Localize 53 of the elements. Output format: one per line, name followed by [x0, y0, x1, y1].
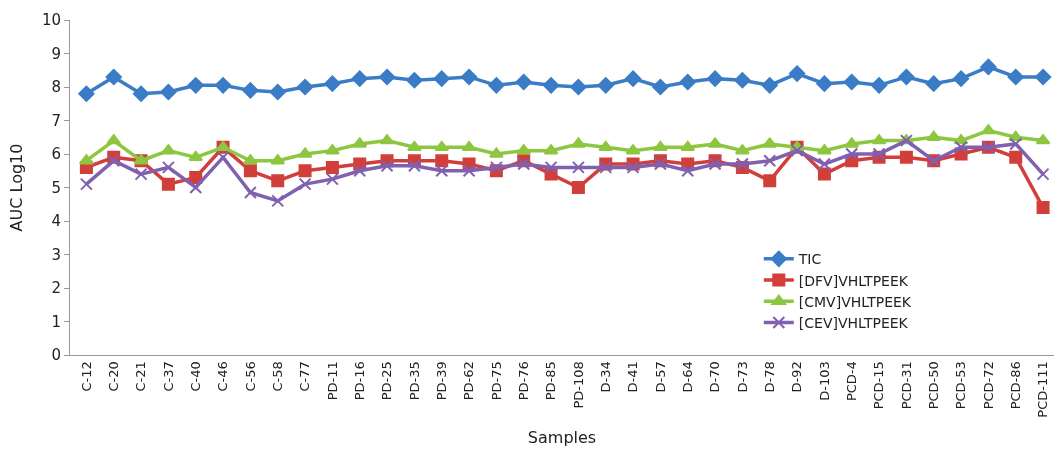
- y-axis-title: AUC Log10: [6, 143, 26, 232]
- x-tick-label: C-37: [160, 361, 176, 392]
- y-tick-label: 4: [51, 212, 61, 231]
- y-tick-label: 8: [51, 78, 61, 97]
- x-tick-label: D-103: [816, 361, 832, 401]
- x-tick-label: PCD-53: [953, 361, 969, 410]
- legend-label: [DFV]VHLTPEEK: [798, 272, 909, 289]
- x-tick-label: PCD-86: [1007, 361, 1023, 410]
- x-tick-label: PD-16: [351, 361, 367, 401]
- x-tick-label: C-12: [78, 361, 94, 392]
- x-tick-label: PD-25: [379, 361, 395, 401]
- x-tick-label: D-73: [734, 361, 750, 393]
- x-tick-label: D-78: [761, 361, 777, 393]
- legend-label: [CMV]VHLTPEEK: [798, 293, 912, 310]
- y-tick-label: 7: [51, 111, 61, 130]
- x-tick-label: D-92: [789, 361, 805, 393]
- y-tick-label: 6: [51, 145, 61, 164]
- x-tick-label: D-57: [652, 361, 668, 393]
- x-tick-label: PCD-50: [925, 361, 941, 410]
- y-tick-label: 3: [51, 245, 61, 264]
- y-tick-label: 10: [41, 11, 61, 30]
- x-tick-label: C-21: [133, 361, 149, 392]
- x-tick-label: C-77: [297, 361, 313, 392]
- x-tick-label: PD-76: [515, 361, 531, 401]
- x-tick-label: PCD-31: [898, 361, 914, 410]
- legend-label: [CEV]VHLTPEEK: [798, 314, 909, 331]
- x-tick-label: PCD-4: [843, 361, 859, 402]
- x-tick-label: D-34: [597, 361, 613, 393]
- x-tick-label: PD-11: [324, 361, 340, 401]
- x-tick-label: PD-108: [570, 361, 586, 409]
- legend-label: TIC: [797, 251, 822, 268]
- x-tick-label: D-70: [707, 361, 723, 393]
- y-tick-label: 1: [51, 312, 61, 331]
- y-tick-label: 0: [51, 346, 61, 365]
- x-tick-label: D-41: [625, 361, 641, 393]
- y-tick-label: 9: [51, 44, 61, 63]
- x-axis-title: Samples: [527, 428, 597, 448]
- x-tick-label: C-56: [242, 361, 258, 392]
- x-tick-label: C-40: [187, 361, 203, 392]
- x-tick-label: C-20: [105, 361, 121, 392]
- x-tick-label: PD-85: [543, 361, 559, 401]
- y-tick-label: 5: [51, 178, 61, 197]
- x-tick-label: PD-75: [488, 361, 504, 401]
- x-tick-label: PD-39: [433, 361, 449, 401]
- x-tick-label: C-58: [269, 361, 285, 392]
- x-tick-label: PD-62: [461, 361, 477, 401]
- x-tick-label: PCD-111: [1035, 361, 1051, 418]
- x-tick-label: D-64: [679, 361, 695, 393]
- x-tick-label: PCD-15: [871, 361, 887, 410]
- x-tick-label: PD-35: [406, 361, 422, 401]
- y-tick-label: 2: [51, 279, 61, 298]
- x-tick-label: PCD-72: [980, 361, 996, 410]
- x-tick-label: C-46: [215, 361, 231, 392]
